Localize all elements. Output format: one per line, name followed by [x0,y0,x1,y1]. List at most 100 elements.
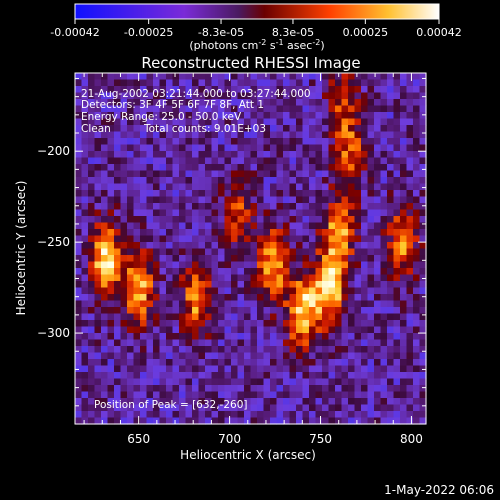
heatmap-cell [166,268,174,276]
heatmap-cell [179,417,187,425]
heatmap-cell [146,105,154,113]
heatmap-cell [179,274,187,282]
heatmap-cell [250,118,258,126]
heatmap-cell [172,320,180,328]
heatmap-cell [166,99,174,107]
heatmap-cell [114,326,122,334]
heatmap-cell [328,86,336,94]
heatmap-cell [114,339,122,347]
heatmap-cell [348,391,356,399]
heatmap-cell [81,99,89,107]
heatmap-cell [172,157,180,165]
heatmap-cell [159,404,167,412]
heatmap-cell [179,333,187,341]
heatmap-cell [296,209,304,217]
colorbar [74,3,440,20]
heatmap-cell [361,391,369,399]
heatmap-cell [400,261,408,269]
heatmap-cell [211,333,219,341]
heatmap-cell [140,170,148,178]
heatmap-cell [374,177,382,185]
heatmap-cell [276,125,284,133]
heatmap-cell [276,385,284,393]
heatmap-cell [218,99,226,107]
heatmap-cell [400,274,408,282]
heatmap-cell [335,261,343,269]
heatmap-cell [400,313,408,321]
heatmap-cell [309,339,317,347]
heatmap-cell [88,203,96,211]
heatmap-cell [218,125,226,133]
heatmap-cell [276,99,284,107]
heatmap-cell [133,294,141,302]
heatmap-cell [107,320,115,328]
heatmap-cell [94,261,102,269]
heatmap-cell [309,229,317,237]
heatmap-cell [114,346,122,354]
heatmap-cell [185,138,193,146]
heatmap-cell [289,170,297,178]
heatmap-cell [244,216,252,224]
heatmap-cell [101,274,109,282]
heatmap-cell [140,313,148,321]
heatmap-cell [413,333,421,341]
heatmap-cell [231,294,239,302]
heatmap-cell [231,300,239,308]
heatmap-cell [322,248,330,256]
heatmap-cell [380,300,388,308]
heatmap-cell [276,216,284,224]
heatmap-cell [393,190,401,198]
heatmap-cell [172,125,180,133]
heatmap-cell [335,190,343,198]
heatmap-cell [75,255,83,263]
heatmap-cell [387,268,395,276]
heatmap-cell [289,86,297,94]
heatmap-cell [296,190,304,198]
heatmap-cell [393,359,401,367]
heatmap-cell [237,398,245,406]
heatmap-cell [146,216,154,224]
heatmap-cell [315,313,323,321]
heatmap-cell [172,391,180,399]
heatmap-cell [153,112,161,120]
heatmap-cell [361,92,369,100]
heatmap-cell [88,385,96,393]
heatmap-cell [315,261,323,269]
heatmap-cell [192,99,200,107]
heatmap-cell [133,222,141,230]
heatmap-cell [166,391,174,399]
heatmap-cell [296,235,304,243]
heatmap-cell [166,190,174,198]
heatmap-cell [140,417,148,425]
heatmap-cell [309,99,317,107]
heatmap-cell [315,222,323,230]
heatmap-cell [276,372,284,380]
heatmap-cell [81,404,89,412]
heatmap-cell [257,391,265,399]
heatmap-cell [348,105,356,113]
heatmap-cell [185,391,193,399]
heatmap-cell [114,307,122,315]
heatmap-cell [127,190,135,198]
heatmap-cell [179,86,187,94]
heatmap-cell [192,352,200,360]
heatmap-cell [218,372,226,380]
heatmap-cell [75,105,83,113]
heatmap-cell [185,274,193,282]
heatmap-cell [341,307,349,315]
heatmap-cell [231,131,239,139]
heatmap-cell [250,86,258,94]
heatmap-cell [393,99,401,107]
heatmap-cell [283,385,291,393]
heatmap-cell [231,164,239,172]
heatmap-cell [328,73,336,81]
heatmap-cell [335,86,343,94]
heatmap-cell [218,378,226,386]
heatmap-cell [257,99,265,107]
heatmap-cell [244,333,252,341]
heatmap-cell [419,326,427,334]
heatmap-cell [322,391,330,399]
heatmap-cell [88,326,96,334]
heatmap-cell [387,196,395,204]
heatmap-cell [276,105,284,113]
